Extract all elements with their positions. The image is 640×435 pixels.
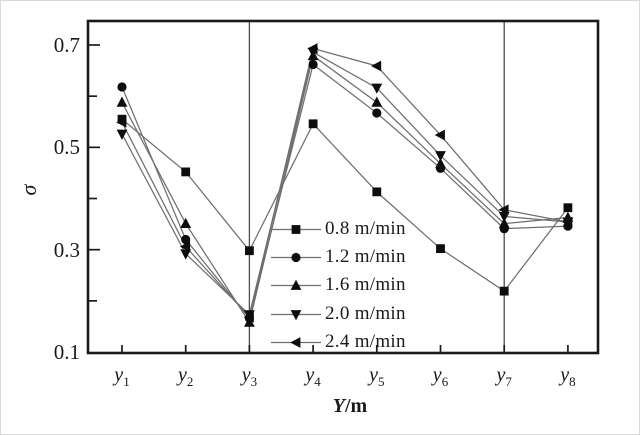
x-axis-title: Y/m bbox=[333, 395, 367, 418]
triangle-down-marker bbox=[498, 212, 510, 223]
x-tick-sub: 2 bbox=[186, 374, 194, 389]
circle-marker bbox=[308, 59, 318, 70]
legend-label: 1.6 m/min bbox=[325, 274, 406, 296]
x-tick-label-y4: y4 bbox=[305, 364, 321, 389]
x-axis-title-symbol: Y bbox=[332, 395, 345, 417]
x-tick-sub: 6 bbox=[441, 374, 449, 389]
x-tick-label-y6: y6 bbox=[432, 364, 449, 389]
triangle-up-marker bbox=[244, 316, 255, 327]
triangle-up-marker bbox=[435, 157, 446, 169]
triangle-up-marker bbox=[116, 96, 128, 107]
x-tick-base: y bbox=[496, 364, 506, 386]
legend-key-square bbox=[271, 225, 321, 234]
x-tick-base: y bbox=[369, 364, 378, 386]
y-tick-label-0.7: 0.7 bbox=[53, 33, 80, 57]
x-tick-base: y bbox=[114, 364, 124, 386]
legend: 0.8 m/min 1.2 m/min 1.6 m/min 2.0 m/min 2.4 … bbox=[270, 215, 406, 356]
legend-item-1: 1.2 m/min bbox=[270, 243, 406, 271]
x-tick-base: y bbox=[241, 364, 251, 386]
y-tick-label-0.3: 0.3 bbox=[53, 237, 80, 262]
x-tick-label-y7: y7 bbox=[496, 364, 512, 389]
triangle-down-marker bbox=[116, 129, 128, 140]
square-marker bbox=[181, 167, 191, 177]
triangle-left-marker bbox=[116, 116, 127, 128]
circle-marker bbox=[181, 234, 191, 245]
series-line-triangle-up bbox=[121, 54, 568, 324]
triangle-left-marker bbox=[498, 204, 509, 216]
triangle-left-marker bbox=[562, 216, 573, 228]
x-tick-sub: 5 bbox=[377, 374, 385, 389]
x-tick-base: y bbox=[305, 364, 315, 386]
triangle-left-marker bbox=[307, 43, 318, 54]
square-marker bbox=[499, 286, 509, 296]
legend-label: 1.2 m/min bbox=[325, 246, 406, 268]
circle-marker bbox=[291, 253, 301, 263]
square-marker bbox=[308, 119, 318, 129]
x-tick-sub: 8 bbox=[569, 374, 576, 389]
triangle-left-marker bbox=[371, 60, 382, 72]
triangle-down-marker bbox=[180, 249, 192, 260]
legend-key-triangle-left bbox=[271, 336, 321, 348]
circle-marker bbox=[117, 82, 127, 92]
x-tick-label-y3: y3 bbox=[241, 364, 258, 389]
triangle-left-marker bbox=[290, 336, 301, 348]
triangle-up-marker bbox=[498, 217, 510, 228]
triangle-up-marker bbox=[180, 217, 192, 228]
x-tick-label-y2: y2 bbox=[177, 364, 194, 389]
x-tick-sub: 4 bbox=[314, 374, 321, 389]
square-marker bbox=[372, 187, 382, 197]
x-tick-sub: 7 bbox=[505, 374, 512, 389]
square-marker bbox=[436, 244, 445, 254]
triangle-up-marker bbox=[371, 96, 383, 107]
legend-key-triangle-up bbox=[271, 280, 321, 291]
x-tick-sub: 3 bbox=[250, 374, 258, 389]
triangle-left-marker bbox=[243, 311, 254, 323]
square-marker bbox=[245, 246, 254, 256]
y-tick-label-0.1: 0.1 bbox=[53, 340, 80, 365]
triangle-left-marker bbox=[434, 129, 445, 141]
legend-item-2: 1.6 m/min bbox=[270, 271, 406, 299]
x-tick-label-y1: y1 bbox=[114, 364, 130, 389]
legend-key-circle bbox=[271, 253, 321, 263]
triangle-down-marker bbox=[435, 151, 446, 162]
x-tick-label-y8: y8 bbox=[560, 364, 576, 389]
series-markers-triangle-left bbox=[116, 43, 573, 323]
axes-frame bbox=[86, 19, 600, 355]
series-line-circle bbox=[121, 63, 568, 320]
triangle-down-marker bbox=[371, 83, 383, 94]
legend-label: 2.4 m/min bbox=[325, 330, 406, 352]
triangle-left-marker bbox=[179, 241, 191, 253]
series-line-triangle-down bbox=[121, 51, 568, 316]
legend-key-triangle-down bbox=[271, 309, 321, 320]
legend-label: 2.0 m/min bbox=[325, 302, 406, 324]
x-tick-base: y bbox=[432, 364, 442, 386]
square-marker bbox=[563, 203, 573, 213]
legend-label: 0.8 m/min bbox=[325, 218, 406, 240]
series-line-triangle-left bbox=[121, 47, 569, 319]
series-line-square bbox=[121, 118, 569, 292]
x-tick-base: y bbox=[177, 364, 187, 386]
x-tick-base: y bbox=[560, 364, 570, 386]
y-tick-label-0.5: 0.5 bbox=[53, 135, 80, 160]
legend-item-3: 2.0 m/min bbox=[270, 300, 406, 328]
x-tick-sub: 1 bbox=[123, 374, 130, 389]
legend-item-4: 2.4 m/min bbox=[270, 328, 406, 356]
y-axis-title: σ bbox=[16, 184, 41, 196]
triangle-up-marker bbox=[290, 280, 302, 291]
circle-marker bbox=[372, 108, 382, 118]
legend-item-0: 0.8 m/min bbox=[270, 215, 406, 243]
x-axis-title-unit: /m bbox=[345, 395, 368, 417]
triangle-down-marker bbox=[290, 309, 302, 320]
x-tick-label-y5: y5 bbox=[369, 364, 385, 389]
square-marker bbox=[291, 225, 301, 234]
